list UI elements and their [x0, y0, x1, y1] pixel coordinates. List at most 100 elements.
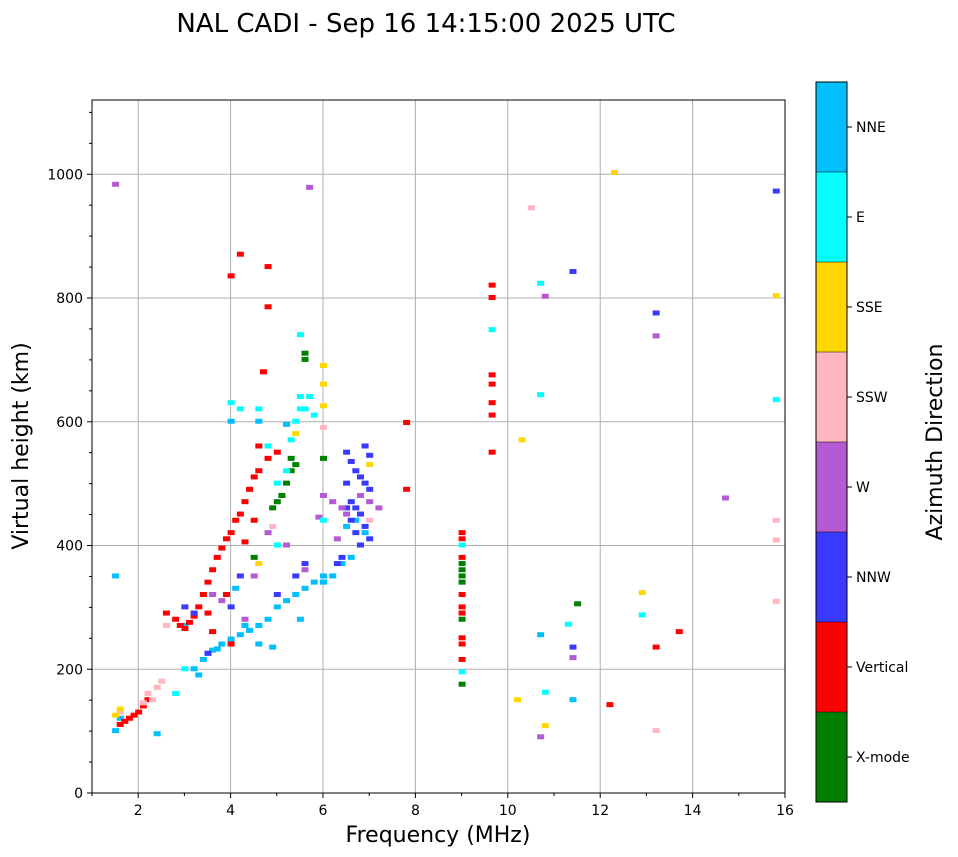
echo-point-nne — [361, 530, 369, 536]
echo-point-nne — [343, 523, 351, 529]
echo-point-e — [541, 689, 549, 695]
echo-point-nne — [283, 598, 291, 604]
echo-point-w — [537, 734, 545, 740]
echo-point-sse — [772, 293, 780, 299]
colorbar-segment — [816, 622, 847, 712]
echo-point-nnw — [356, 542, 364, 548]
echo-point-vertical — [458, 530, 466, 536]
echo-point-e — [537, 280, 545, 286]
echo-point-x-mode — [273, 499, 281, 505]
echo-point-ssw — [366, 517, 374, 523]
echo-point-nne — [264, 616, 272, 622]
echo-point-w — [569, 655, 577, 661]
echo-point-nne — [310, 579, 318, 585]
echo-point-vertical — [144, 697, 152, 703]
echo-point-e — [283, 468, 291, 474]
x-tick-label: 16 — [776, 803, 794, 819]
x-tick-label: 8 — [411, 803, 420, 819]
echo-point-vertical — [246, 486, 254, 492]
echo-point-e — [292, 418, 300, 424]
echo-point-vertical — [403, 419, 411, 425]
echo-point-sse — [320, 381, 327, 387]
echo-point-x-mode — [269, 505, 277, 511]
x-tick-label: 10 — [499, 803, 517, 819]
echo-point-nne — [255, 418, 263, 424]
echo-point-w — [652, 333, 660, 339]
echo-point-ssw — [772, 537, 780, 543]
echo-point-vertical — [488, 372, 496, 378]
echo-point-vertical — [222, 592, 230, 597]
echo-point-ssw — [158, 678, 166, 684]
echo-point-w — [366, 499, 374, 505]
echo-point-nnw — [772, 188, 780, 194]
echo-point-e — [296, 406, 304, 412]
echo-point-sse — [320, 403, 327, 409]
echo-point-vertical — [172, 616, 180, 622]
echo-point-vertical — [264, 264, 272, 270]
echo-point-vertical — [458, 656, 466, 662]
echo-point-e — [537, 392, 545, 398]
colorbar-label-ssw: SSW — [856, 390, 888, 406]
echo-point-vertical — [458, 536, 466, 542]
x-tick-label: 4 — [226, 803, 235, 819]
echo-point-w — [241, 616, 249, 622]
echo-point-x-mode — [458, 616, 466, 622]
colorbar-frame — [815, 81, 848, 803]
echo-point-nne — [213, 646, 221, 652]
colorbar-segment — [816, 532, 847, 622]
colorbar-segment — [816, 172, 847, 262]
echo-point-w — [329, 499, 337, 505]
echo-point-sse — [514, 697, 522, 703]
echo-point-nne — [112, 728, 120, 734]
echo-point-nne — [301, 585, 309, 591]
echo-point-nnw — [301, 561, 309, 567]
echo-point-nne — [190, 666, 198, 672]
colorbar-label: Azimuth Direction — [923, 343, 948, 540]
echo-point-x-mode — [458, 567, 466, 573]
echo-point-x-mode — [287, 455, 295, 461]
echo-point-vertical — [250, 474, 258, 480]
echo-point-e — [227, 400, 235, 406]
echo-point-w — [320, 493, 327, 498]
echo-point-w — [375, 505, 383, 511]
echo-point-nnw — [227, 604, 235, 610]
echo-point-sse — [611, 170, 619, 176]
echo-point-nnw — [273, 592, 281, 597]
echo-point-vertical — [204, 610, 212, 616]
echo-point-nne — [181, 622, 189, 628]
y-tick-label: 1000 — [47, 167, 83, 183]
echo-point-x-mode — [301, 350, 309, 356]
echo-point-nnw — [236, 573, 244, 579]
colorbar-segment — [816, 352, 847, 442]
echo-point-nne — [227, 418, 235, 424]
echo-point-nne — [347, 554, 355, 560]
echo-point-nne — [209, 647, 217, 653]
echo-point-vertical — [458, 592, 466, 597]
echo-point-nne — [338, 561, 346, 567]
echo-point-vertical — [199, 592, 207, 597]
echo-point-nnw — [338, 554, 346, 560]
echo-point-nnw — [366, 536, 374, 542]
echo-point-w — [218, 598, 226, 604]
echo-point-nne — [296, 616, 304, 622]
echo-point-w — [112, 181, 120, 187]
echo-point-x-mode — [320, 455, 327, 461]
colorbar-label-vertical: Vertical — [856, 660, 908, 676]
echo-point-nne — [320, 579, 327, 585]
echo-point-vertical — [675, 629, 683, 635]
echo-point-x-mode — [278, 493, 286, 498]
echo-point-vertical — [218, 545, 226, 551]
echo-point-x-mode — [458, 561, 466, 567]
echo-point-vertical — [227, 530, 235, 536]
echo-point-nne — [569, 697, 577, 703]
echo-point-w — [541, 293, 549, 299]
echo-point-nnw — [292, 573, 300, 579]
echo-point-nne — [236, 632, 244, 638]
echo-point-vertical — [458, 635, 466, 641]
echo-point-e — [287, 437, 295, 443]
echo-point-nnw — [366, 452, 374, 458]
colorbar-label-nnw: NNW — [856, 570, 891, 586]
echo-point-w — [343, 511, 351, 517]
echo-point-e — [488, 327, 496, 333]
echo-point-vertical — [213, 554, 221, 560]
